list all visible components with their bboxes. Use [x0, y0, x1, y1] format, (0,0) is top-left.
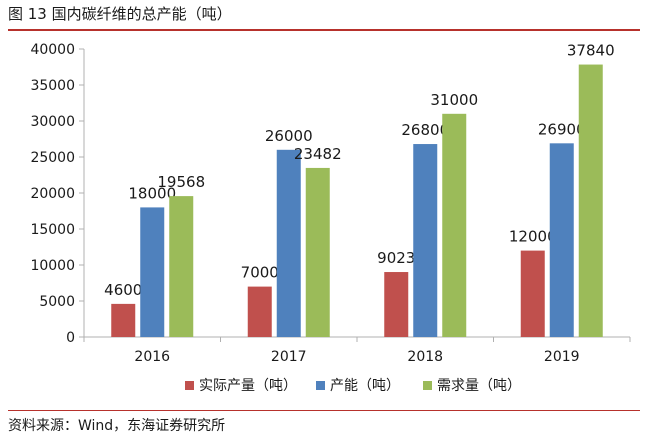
bar: [140, 207, 165, 337]
bar: [111, 303, 136, 337]
data-label: 12000: [509, 228, 557, 246]
y-tick-label: 15000: [30, 222, 75, 238]
data-label: 26800: [401, 121, 449, 139]
data-label: 4600: [104, 281, 142, 299]
legend-swatch: [423, 381, 432, 390]
legend-swatch: [185, 381, 194, 390]
bar: [169, 196, 194, 337]
y-tick-label: 5000: [39, 294, 75, 310]
data-label: 18000: [128, 184, 176, 202]
source-note: 资料来源：Wind，东海证券研究所: [8, 418, 226, 434]
legend-label: 需求量（吨）: [437, 378, 521, 394]
data-label: 26000: [265, 127, 313, 145]
bar: [578, 64, 603, 337]
bar: [520, 250, 545, 337]
legend-label: 实际产量（吨）: [199, 378, 297, 394]
chart-title: 图 13 国内碳纤维的总产能（吨）: [8, 5, 232, 23]
x-tick-label: 2019: [544, 349, 580, 365]
data-label: 31000: [430, 91, 478, 109]
data-label: 37840: [567, 42, 615, 60]
bar: [247, 286, 272, 337]
data-label: 23482: [294, 145, 342, 163]
y-tick-label: 30000: [30, 114, 75, 130]
y-tick-label: 0: [66, 330, 75, 346]
bar-chart: 0 5000 10000 15000 20000 25000 30000 35000 40000…: [30, 42, 631, 394]
bar: [442, 113, 467, 337]
data-label: 7000: [241, 264, 279, 282]
legend-swatch: [316, 381, 325, 390]
y-tick-label: 40000: [30, 42, 75, 58]
y-tick-label: 20000: [30, 186, 75, 202]
x-tick-label: 2017: [271, 349, 307, 365]
y-tick-label: 35000: [30, 78, 75, 94]
x-tick-label: 2016: [134, 349, 170, 365]
bar: [413, 144, 438, 337]
data-label: 19568: [157, 173, 205, 191]
data-label: 26900: [538, 120, 586, 138]
bar: [276, 149, 301, 337]
bar: [549, 143, 574, 337]
x-tick-label: 2018: [407, 349, 443, 365]
data-label: 9023: [377, 249, 415, 267]
legend-label: 产能（吨）: [330, 378, 400, 394]
y-tick-label: 10000: [30, 258, 75, 274]
bar: [384, 272, 409, 337]
title-rule: [8, 29, 640, 31]
bar: [305, 167, 330, 337]
source-rule: [8, 410, 640, 411]
y-tick-label: 25000: [30, 150, 75, 166]
